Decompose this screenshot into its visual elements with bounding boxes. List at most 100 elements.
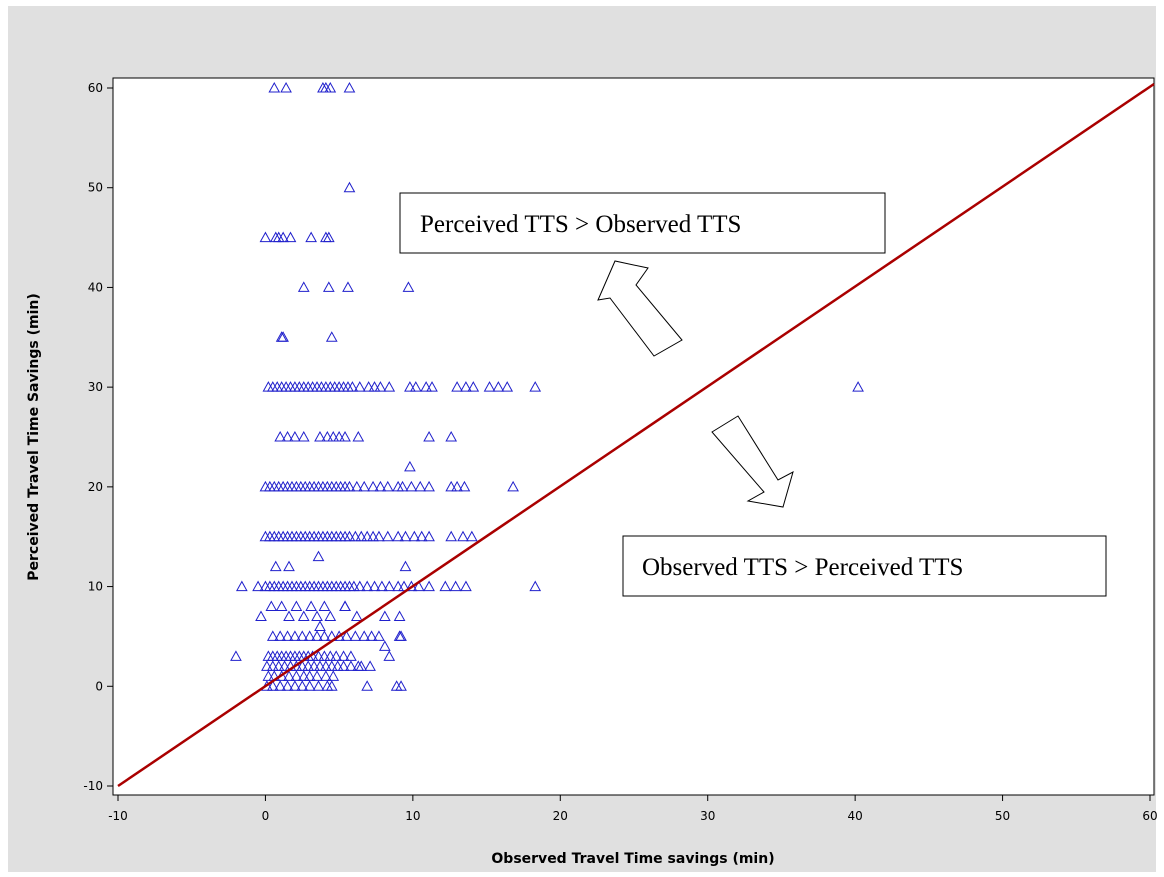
data-point — [445, 430, 458, 442]
data-point — [311, 610, 323, 621]
data-point — [353, 580, 366, 592]
data-point — [272, 660, 285, 671]
data-point — [343, 480, 356, 492]
data-point — [333, 430, 345, 442]
data-point — [507, 480, 519, 492]
data-point — [381, 530, 394, 542]
data-point — [266, 680, 279, 691]
data-point — [283, 610, 295, 621]
data-point — [311, 670, 323, 681]
x-tick-label: 30 — [700, 809, 715, 823]
x-tick-label: 40 — [848, 809, 863, 823]
data-point — [398, 580, 410, 592]
data-point — [322, 281, 335, 292]
y-tick-label: -10 — [83, 779, 103, 793]
data-point — [320, 670, 332, 681]
data-point — [274, 680, 287, 691]
data-point — [392, 530, 404, 542]
data-point — [451, 381, 463, 392]
data-point — [259, 231, 272, 243]
data-point — [277, 231, 289, 243]
y-tick-label: 10 — [88, 580, 103, 594]
data-point — [409, 381, 422, 392]
data-point — [383, 650, 396, 661]
data-point — [353, 381, 366, 392]
arrow-down-right — [711, 415, 794, 508]
data-point — [265, 600, 278, 612]
x-tick-label: 20 — [553, 809, 568, 823]
y-axis-title: Perceived Travel Time Savings (min) — [26, 293, 42, 581]
data-point — [342, 281, 354, 292]
data-point — [305, 600, 317, 612]
data-point — [358, 480, 371, 492]
data-point — [255, 610, 267, 621]
data-point — [289, 680, 301, 691]
data-point — [364, 660, 376, 671]
data-point — [383, 580, 396, 592]
data-point — [393, 630, 406, 641]
data-point — [281, 430, 294, 442]
data-point — [297, 281, 310, 292]
arrow-up-left — [597, 260, 683, 357]
data-point — [325, 680, 338, 691]
data-point — [529, 381, 542, 392]
data-point — [355, 530, 368, 542]
data-point — [322, 231, 335, 243]
data-point — [396, 480, 409, 492]
data-point — [296, 680, 309, 691]
data-point — [262, 670, 275, 681]
y-tick-label: 50 — [88, 181, 103, 195]
data-point — [458, 480, 471, 492]
data-point — [378, 640, 391, 651]
data-point — [362, 381, 375, 392]
data-point — [374, 480, 387, 492]
data-point — [297, 670, 310, 681]
x-tick-label: 60 — [1142, 809, 1157, 823]
data-point — [230, 650, 242, 661]
data-point — [324, 650, 337, 661]
data-point — [373, 530, 385, 542]
data-point — [289, 630, 301, 641]
data-point — [395, 680, 407, 691]
data-point — [340, 630, 353, 641]
data-point — [349, 530, 362, 542]
data-point — [399, 560, 412, 572]
data-point — [266, 660, 279, 671]
data-point — [373, 630, 385, 641]
data-point — [348, 580, 360, 592]
data-point — [343, 81, 356, 93]
data-point — [399, 530, 412, 542]
y-tick-label: 0 — [95, 679, 103, 693]
data-point — [312, 650, 325, 661]
data-point — [352, 430, 365, 442]
data-point — [405, 480, 418, 492]
data-point — [483, 381, 496, 392]
data-point — [266, 630, 279, 641]
y-tick-label: 60 — [88, 81, 103, 95]
data-point — [303, 680, 316, 691]
data-point — [324, 610, 337, 621]
x-axis: -10 0 10 20 30 40 50 60 — [108, 795, 1158, 823]
data-point — [423, 430, 435, 442]
data-point — [445, 480, 458, 492]
data-point — [235, 580, 248, 592]
data-point — [252, 580, 264, 592]
y-tick-label: 20 — [88, 480, 103, 494]
data-point — [358, 630, 371, 641]
data-point — [314, 430, 326, 442]
x-tick-label: 0 — [262, 809, 270, 823]
data-point — [404, 381, 416, 392]
data-point — [331, 660, 344, 671]
data-point — [337, 660, 350, 671]
data-point — [312, 680, 325, 691]
annotation-box-above — [399, 192, 886, 254]
data-point — [361, 580, 374, 592]
data-point — [274, 430, 287, 442]
data-point — [361, 530, 374, 542]
data-point — [352, 660, 365, 671]
data-point — [314, 620, 326, 631]
data-point — [368, 381, 381, 392]
data-point — [439, 580, 452, 592]
data-point — [426, 381, 438, 392]
data-point — [346, 381, 359, 392]
